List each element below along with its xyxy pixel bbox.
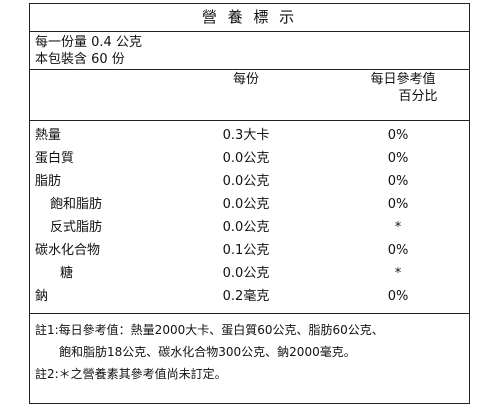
table-row: 熱量 0.3大卡 0% <box>30 124 469 147</box>
nutrient-qty: 0.0公克 <box>222 220 270 235</box>
nutrient-name: 鈉 <box>35 289 49 304</box>
nutrient-qty: 0.0公克 <box>222 197 270 212</box>
nutrient-name: 碳水化合物 <box>35 243 101 258</box>
table-row: 蛋白質 0.0公克 0% <box>30 147 469 170</box>
nutrient-name: 脂肪 <box>35 174 62 189</box>
table-row: 脂肪 0.0公克 0% <box>30 170 469 193</box>
note-1-continued: 飽和脂肪18公克、碳水化合物300公克、鈉2000毫克。 <box>59 345 356 359</box>
divider <box>30 69 469 70</box>
note-2: 註2:＊之營養素其參考值尚未訂定。 <box>35 367 227 381</box>
nutrient-pct: 0% <box>387 197 409 212</box>
nutrient-qty: 0.0公克 <box>222 266 270 281</box>
nutrient-pct: * <box>394 266 402 281</box>
label-title: 營 養 標 示 <box>30 4 469 32</box>
nutrient-pct: 0% <box>387 243 409 258</box>
nutrient-name: 飽和脂肪 <box>50 197 103 212</box>
nutrient-name: 熱量 <box>35 128 62 143</box>
nutrient-name: 蛋白質 <box>35 151 75 166</box>
nutrient-pct: 0% <box>387 174 409 189</box>
header-daily-value: 每日參考值 百分比 <box>370 72 438 104</box>
nutrient-pct: 0% <box>387 289 409 304</box>
nutrient-qty: 0.0公克 <box>222 151 270 166</box>
table-row: 鈉 0.2毫克 0% <box>30 285 469 308</box>
divider <box>30 313 469 314</box>
serving-size: 每一份量 0.4 公克 <box>35 35 142 50</box>
nutrient-pct: 0% <box>387 128 409 143</box>
footnotes: 註1:每日參考值：熱量2000大卡、蛋白質60公克、脂肪60公克、 飽和脂肪18… <box>35 319 467 385</box>
table-row: 碳水化合物 0.1公克 0% <box>30 239 469 262</box>
nutrient-pct: * <box>394 220 402 235</box>
header-per-serving: 每份 <box>232 72 259 87</box>
nutrient-qty: 0.0公克 <box>222 174 270 189</box>
nutrient-pct: 0% <box>387 151 409 166</box>
servings-per-package: 本包裝含 60 份 <box>35 52 125 67</box>
nutrient-qty: 0.3大卡 <box>222 128 270 143</box>
table-row: 糖 0.0公克 * <box>30 262 469 285</box>
table-row: 反式脂肪 0.0公克 * <box>30 216 469 239</box>
serving-info: 每一份量 0.4 公克 本包裝含 60 份 <box>35 34 142 68</box>
nutrient-qty: 0.2毫克 <box>222 289 270 304</box>
nutrient-name: 糖 <box>60 266 74 281</box>
nutrient-name: 反式脂肪 <box>50 220 103 235</box>
divider <box>30 120 469 121</box>
nutrition-label: 營 養 標 示 每一份量 0.4 公克 本包裝含 60 份 每份 每日參考值 百… <box>29 3 470 404</box>
nutrient-qty: 0.1公克 <box>222 243 270 258</box>
note-1: 註1:每日參考值：熱量2000大卡、蛋白質60公克、脂肪60公克、 <box>35 323 384 337</box>
table-row: 飽和脂肪 0.0公克 0% <box>30 193 469 216</box>
